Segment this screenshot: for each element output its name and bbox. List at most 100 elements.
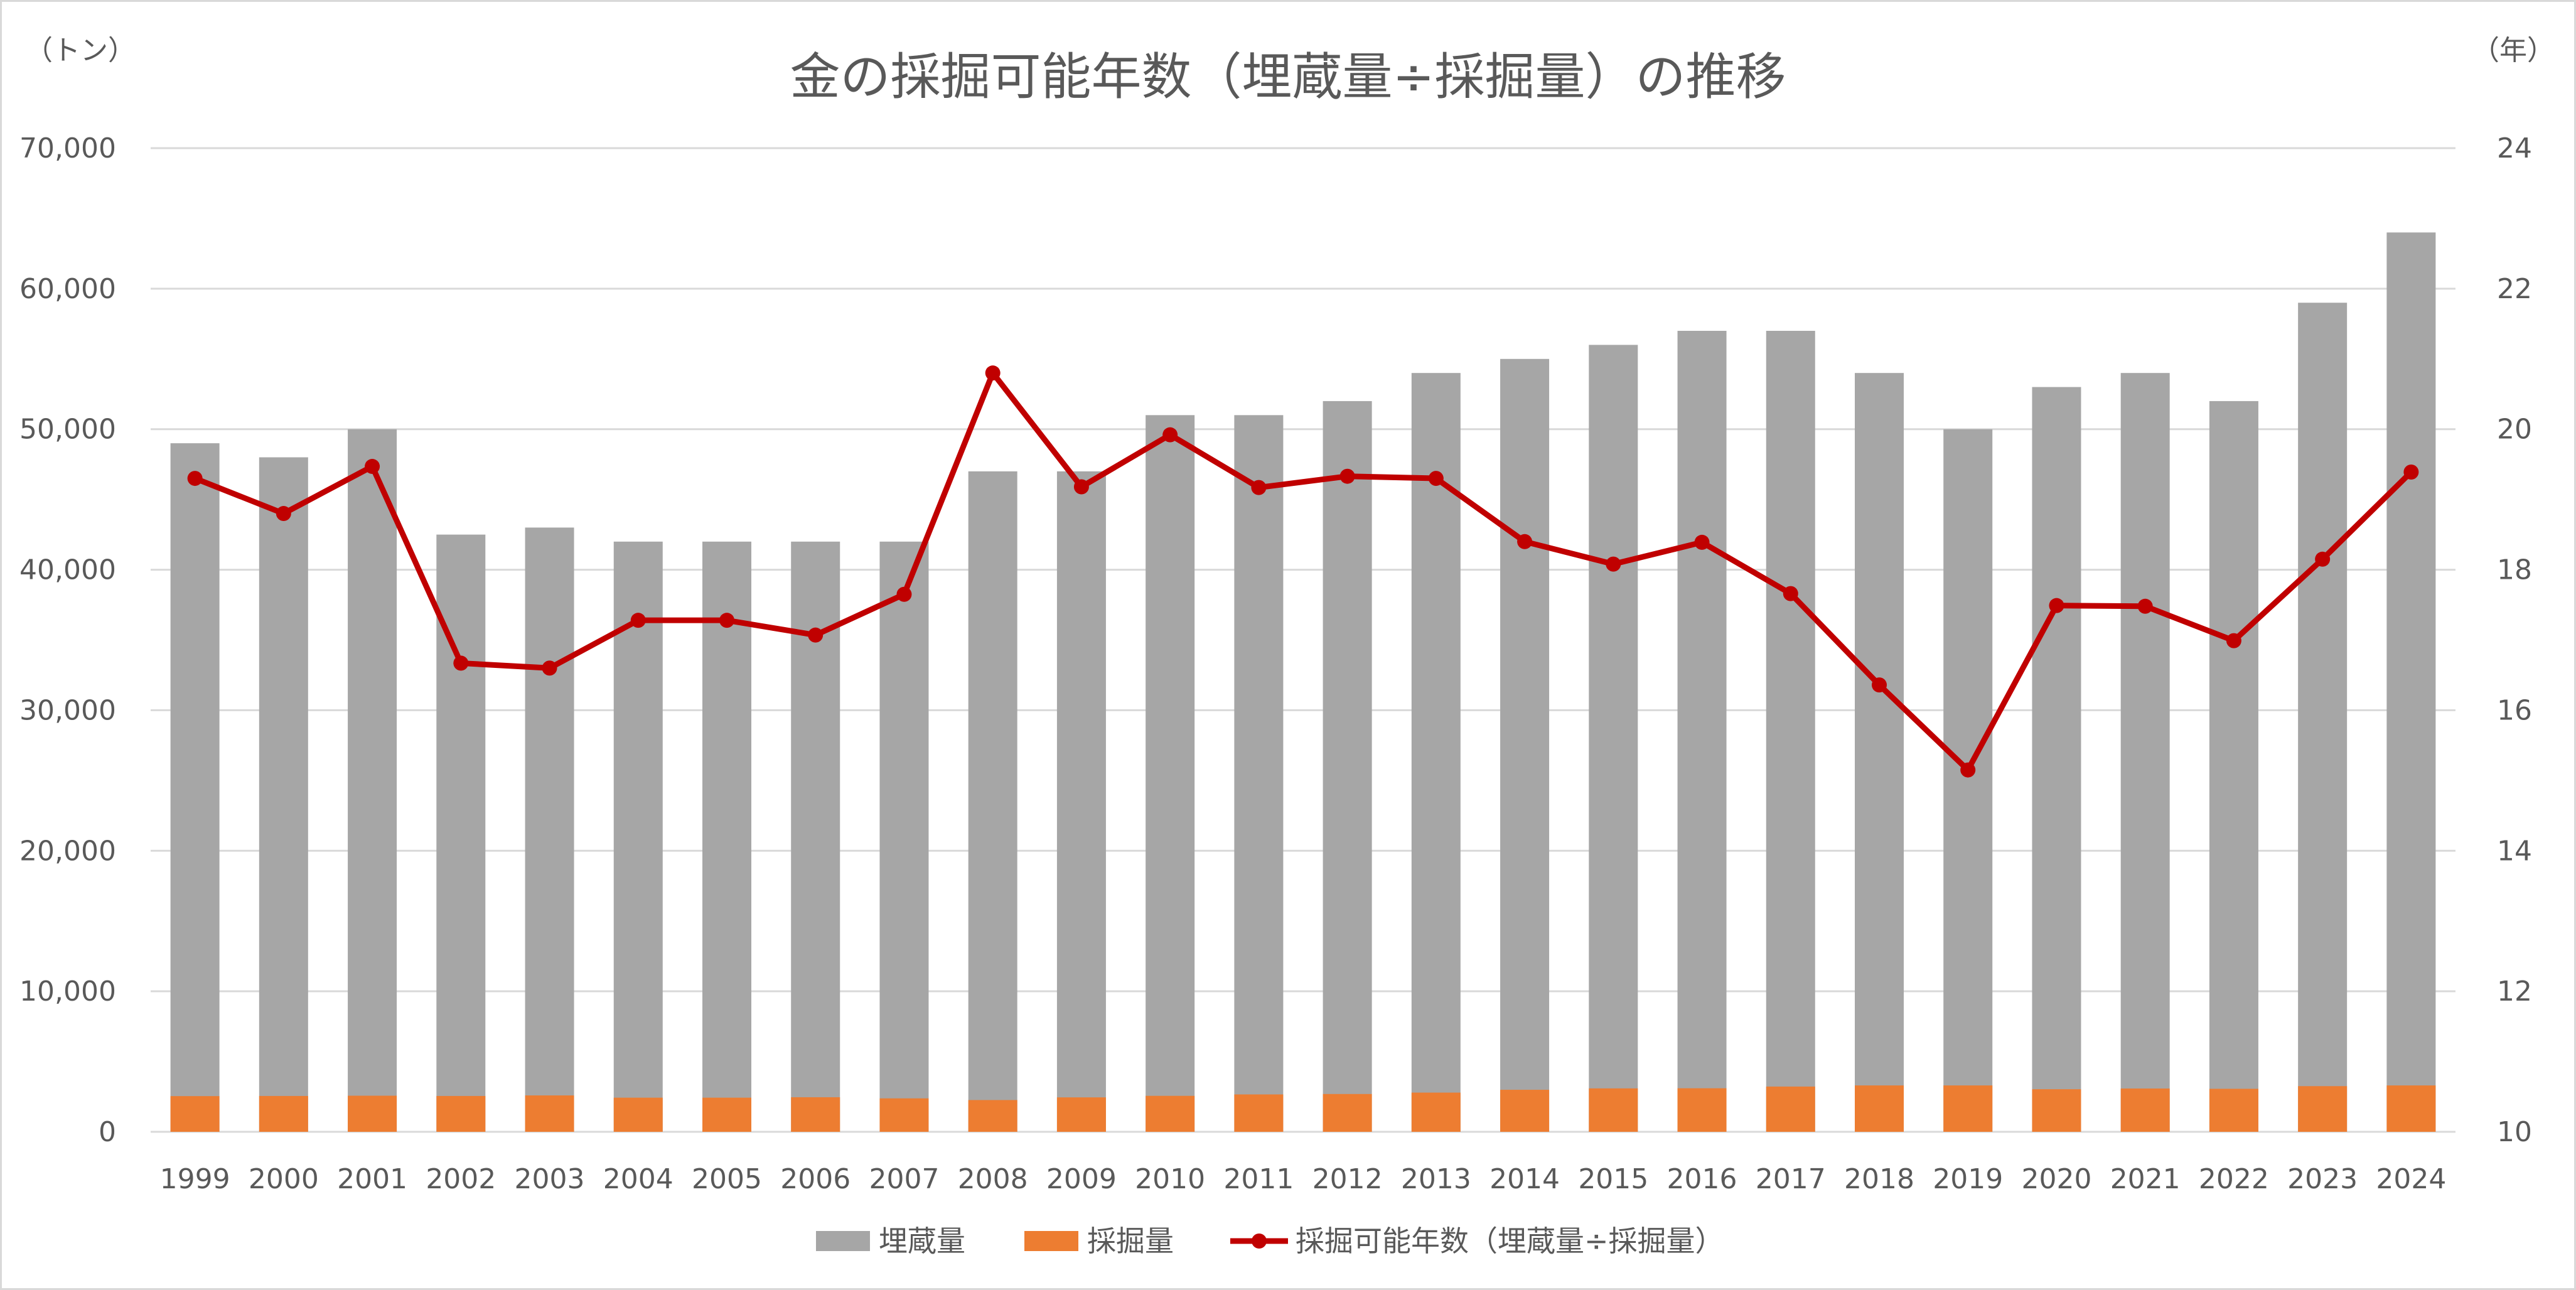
bar-reserves bbox=[1146, 415, 1195, 1132]
line-point bbox=[1162, 427, 1178, 443]
bar-reserves bbox=[1411, 373, 1461, 1132]
line-point bbox=[1694, 534, 1710, 550]
left-tick-label: 30,000 bbox=[19, 694, 116, 726]
bar-reserves bbox=[1500, 358, 1550, 1132]
line-point bbox=[1872, 677, 1887, 693]
line-point bbox=[1960, 762, 1976, 778]
x-tick-label: 2016 bbox=[1667, 1163, 1737, 1195]
x-tick-label: 2006 bbox=[780, 1163, 851, 1195]
right-tick-label: 22 bbox=[2497, 273, 2532, 305]
left-tick-label: 20,000 bbox=[19, 835, 116, 867]
bar-production bbox=[2120, 1088, 2170, 1132]
legend-label: 採掘量 bbox=[1087, 1224, 1174, 1258]
line-point bbox=[276, 506, 291, 522]
x-tick-label: 2024 bbox=[2376, 1163, 2446, 1195]
bar-production bbox=[348, 1095, 397, 1132]
x-tick-label: 2014 bbox=[1489, 1163, 1560, 1195]
right-tick-label: 12 bbox=[2497, 976, 2532, 1008]
line-point bbox=[2403, 464, 2419, 480]
legend-line-marker bbox=[1252, 1234, 1267, 1249]
x-tick-label: 2007 bbox=[869, 1163, 939, 1195]
bar-reserves bbox=[1323, 400, 1372, 1132]
bar-reserves bbox=[968, 471, 1017, 1132]
x-tick-label: 2018 bbox=[1844, 1163, 1914, 1195]
bar-reserves bbox=[525, 527, 574, 1132]
bar-production bbox=[1056, 1097, 1106, 1132]
bar-reserves bbox=[2120, 373, 2170, 1132]
line-point bbox=[1339, 468, 1355, 484]
legend: 埋蔵量 採掘量 採掘可能年数（埋蔵量÷採掘量） bbox=[816, 1224, 1724, 1258]
line-point bbox=[1073, 479, 1089, 495]
x-tick-label: 2009 bbox=[1046, 1163, 1117, 1195]
bar-reserves bbox=[879, 541, 929, 1132]
line-series bbox=[187, 365, 2419, 778]
x-tick-label: 2023 bbox=[2287, 1163, 2358, 1195]
left-tick-label: 70,000 bbox=[19, 132, 116, 164]
bar-production bbox=[1589, 1088, 1638, 1132]
x-tick-label: 2004 bbox=[603, 1163, 674, 1195]
bar-reserves bbox=[1589, 345, 1638, 1132]
right-tick-label: 14 bbox=[2497, 835, 2532, 867]
left-axis-unit: （トン） bbox=[25, 35, 136, 67]
bar-production bbox=[1677, 1088, 1727, 1132]
bar-reserves bbox=[613, 541, 663, 1132]
line-point bbox=[1251, 480, 1267, 495]
left-tick-label: 50,000 bbox=[19, 414, 116, 446]
x-tick-label: 1999 bbox=[160, 1163, 230, 1195]
line-point bbox=[542, 660, 557, 676]
bar-production bbox=[1411, 1092, 1461, 1132]
bar-production bbox=[1146, 1095, 1195, 1132]
line-point bbox=[1517, 534, 1533, 549]
x-tick-label: 2013 bbox=[1401, 1163, 1471, 1195]
legend-swatch bbox=[1024, 1231, 1078, 1251]
line-point bbox=[1606, 556, 1621, 572]
x-tick-label: 2003 bbox=[515, 1163, 585, 1195]
bar-production bbox=[968, 1100, 1017, 1132]
bar-production bbox=[1766, 1086, 1815, 1132]
line-point bbox=[1783, 586, 1798, 601]
bar-reserves bbox=[1056, 471, 1106, 1132]
bar-reserves bbox=[1234, 415, 1284, 1132]
line-point bbox=[2315, 551, 2331, 567]
line-point bbox=[719, 613, 734, 628]
bar-reserves bbox=[1943, 429, 1993, 1132]
line-point bbox=[2049, 598, 2064, 613]
x-tick-label: 2001 bbox=[337, 1163, 407, 1195]
x-tick-label: 2015 bbox=[1578, 1163, 1648, 1195]
x-tick-label: 2017 bbox=[1756, 1163, 1826, 1195]
x-tick-label: 2012 bbox=[1312, 1163, 1383, 1195]
chart-title: 金の採掘可能年数（埋蔵量÷採掘量）の推移 bbox=[790, 48, 1786, 106]
right-tick-label: 16 bbox=[2497, 694, 2532, 726]
left-tick-label: 10,000 bbox=[19, 976, 116, 1008]
bar-reserves bbox=[2032, 387, 2081, 1132]
x-tick-label: 2010 bbox=[1135, 1163, 1205, 1195]
bar-production bbox=[879, 1098, 929, 1132]
line-point bbox=[365, 459, 380, 475]
bar-production bbox=[613, 1097, 663, 1132]
line-point bbox=[187, 471, 203, 486]
bar-reserves bbox=[1855, 373, 1904, 1132]
x-tick-label: 2022 bbox=[2199, 1163, 2269, 1195]
bar-production bbox=[1323, 1094, 1372, 1132]
bar-production bbox=[2386, 1085, 2436, 1132]
line-point bbox=[985, 365, 1001, 381]
bar-production bbox=[2209, 1088, 2258, 1132]
bar-production bbox=[525, 1095, 574, 1132]
left-tick-label: 40,000 bbox=[19, 554, 116, 586]
line-point bbox=[2137, 598, 2153, 614]
bar-production bbox=[170, 1096, 220, 1132]
left-tick-label: 0 bbox=[99, 1116, 116, 1148]
bar-production bbox=[791, 1097, 840, 1132]
x-tick-label: 2005 bbox=[692, 1163, 762, 1195]
bar-reserves bbox=[702, 541, 751, 1132]
bar-reserves bbox=[2298, 303, 2348, 1132]
bar-reserves bbox=[348, 429, 397, 1132]
bar-reserves bbox=[259, 457, 308, 1132]
bar-production bbox=[436, 1095, 486, 1132]
legend-swatch bbox=[816, 1231, 870, 1251]
x-tick-label: 2011 bbox=[1223, 1163, 1294, 1195]
bar-production bbox=[1855, 1085, 1904, 1132]
right-tick-label: 20 bbox=[2497, 414, 2532, 446]
